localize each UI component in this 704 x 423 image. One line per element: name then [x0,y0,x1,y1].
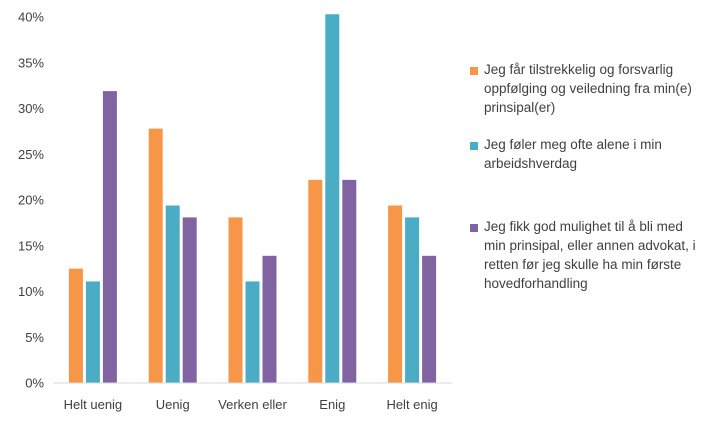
y-tick-label: 10% [18,284,44,299]
y-tick-label: 0% [25,376,44,391]
x-tick-label: Verken eller [218,397,287,412]
bars [68,14,437,384]
bar-series-3-enig [342,179,357,383]
bar-series-1-enig [308,179,323,383]
x-tick-label: Uenig [156,397,190,412]
legend: Jeg får tilstrekkelig og forsvarlig oppf… [470,60,698,311]
bar-series-2-uenig [165,205,180,383]
y-tick-label: 15% [18,238,44,253]
bar-series-1-helt-enig [388,205,403,383]
legend-swatch-2 [470,142,478,150]
y-tick-label: 30% [18,101,44,116]
bar-series-2-helt-uenig [85,281,100,383]
y-tick-label: 40% [18,10,44,25]
legend-swatch-1 [470,67,478,75]
bar-series-2-verken-eller [245,281,260,383]
x-tick-label: Enig [319,397,345,412]
bar-series-1-verken-eller [228,217,243,383]
y-tick-label: 5% [25,330,44,345]
legend-item-2: Jeg føler meg ofte alene i min arbeidshv… [470,135,698,173]
bar-series-3-helt-enig [422,255,437,383]
legend-item-3: Jeg fikk god mulighet til å bli med min … [470,217,698,293]
y-tick-label: 35% [18,55,44,70]
y-tick-label: 20% [18,193,44,208]
bar-series-1-helt-uenig [68,268,83,383]
x-tick-label: Helt enig [386,397,437,412]
x-axis: Helt uenig Uenig Verken eller Enig Helt enig [64,397,438,412]
y-axis: 0% 5% 10% 15% 20% 25% 30% 35% 40% [18,10,44,391]
bar-series-3-uenig [182,217,197,383]
legend-label-3: Jeg fikk god mulighet til å bli med min … [484,219,696,291]
x-tick-label: Helt uenig [64,397,123,412]
y-tick-label: 25% [18,147,44,162]
bar-series-3-verken-eller [262,255,277,383]
bar-series-2-enig [325,14,340,383]
bar-series-3-helt-uenig [102,91,117,384]
legend-item-1: Jeg får tilstrekkelig og forsvarlig oppf… [470,60,698,117]
bar-series-2-helt-enig [405,217,420,383]
bar-series-1-uenig [148,128,163,383]
legend-label-1: Jeg får tilstrekkelig og forsvarlig oppf… [484,62,692,115]
legend-swatch-3 [470,224,478,232]
legend-label-2: Jeg føler meg ofte alene i min arbeidshv… [484,137,662,171]
